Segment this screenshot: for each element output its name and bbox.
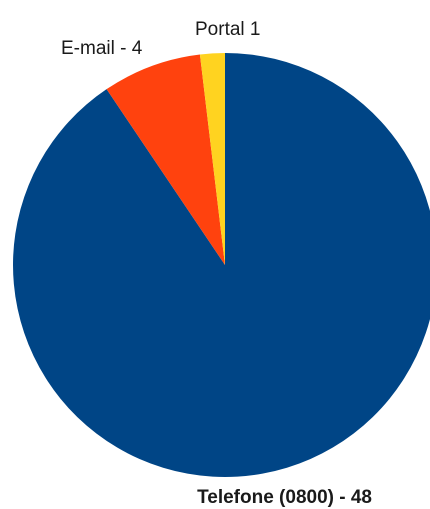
label-telefone: Telefone (0800) - 48: [197, 487, 372, 508]
label-portal: Portal 1: [195, 19, 260, 40]
slice-email: [106, 54, 225, 265]
pie-slices: [13, 53, 430, 477]
slice-portal: [199, 53, 225, 265]
slice-labels: Telefone (0800) - 48 E-mail - 4 Portal 1: [61, 19, 372, 508]
label-email: E-mail - 4: [61, 38, 143, 59]
slice-telefone: [13, 53, 430, 477]
